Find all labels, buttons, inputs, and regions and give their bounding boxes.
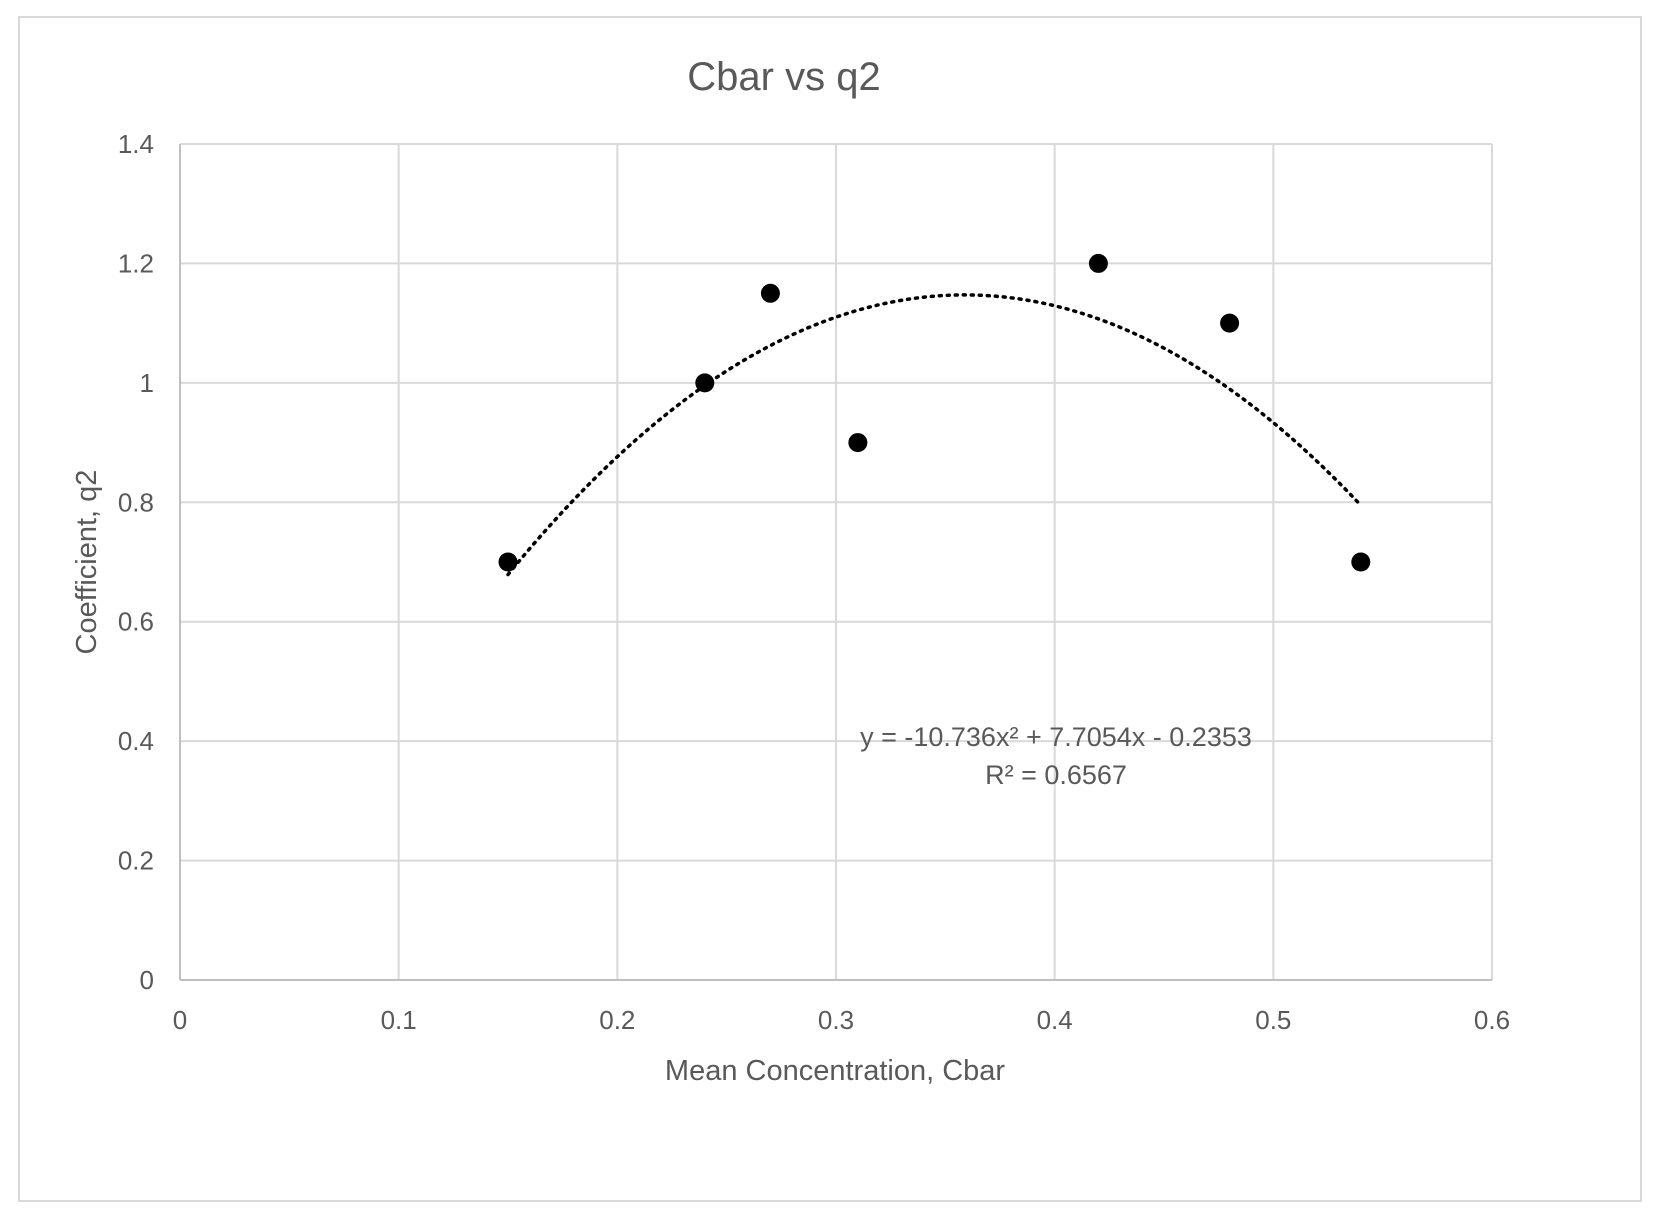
x-tick-label: 0.3 [818,1005,854,1035]
chart-title: Cbar vs q2 [687,55,880,99]
x-tick-label: 0 [173,1005,187,1035]
y-axis-title: Coefficient, q2 [71,470,103,655]
x-tick-label: 0.4 [1037,1005,1073,1035]
y-tick-labels: 0 0.2 0.4 0.6 0.8 1 1.2 1.4 [118,129,154,995]
grid-lines [180,143,1493,980]
x-tick-labels: 0 0.1 0.2 0.3 0.4 0.5 0.6 [173,1005,1510,1035]
x-axis-title: Mean Concentration, Cbar [665,1055,1005,1087]
y-tick-label: 0.4 [118,726,154,756]
x-tick-label: 0.1 [381,1005,417,1035]
y-tick-label: 0 [140,965,154,995]
data-point [1351,552,1371,572]
y-tick-label: 0.6 [118,607,154,637]
data-point [1088,253,1108,273]
y-tick-label: 1.2 [118,248,154,278]
y-tick-label: 0.2 [118,846,154,876]
data-point [498,552,518,572]
data-points [498,253,1371,572]
data-point [848,433,868,453]
trendline [506,293,1363,577]
y-tick-label: 1.4 [118,129,154,159]
data-point [695,373,715,393]
x-tick-label: 0.2 [599,1005,635,1035]
x-tick-label: 0.6 [1474,1005,1510,1035]
y-tick-label: 0.8 [118,487,154,517]
data-point [760,283,780,303]
y-tick-label: 1 [140,368,154,398]
x-tick-label: 0.5 [1255,1005,1291,1035]
axes [179,144,1492,981]
trendline-r-squared: R² = 0.6567 [985,760,1127,790]
chart-canvas: Cbar vs q2 0 0.1 0.2 0.3 0.4 0.5 0.6 0 0.2 0.4 0.… [71,55,1510,1087]
data-point [1220,313,1240,333]
trendline-equation: y = -10.736x² + 7.7054x - 0.2353 [860,722,1252,752]
chart-frame: Cbar vs q2 0 0.1 0.2 0.3 0.4 0.5 0.6 0 0.2 0.4 0.… [18,16,1642,1202]
